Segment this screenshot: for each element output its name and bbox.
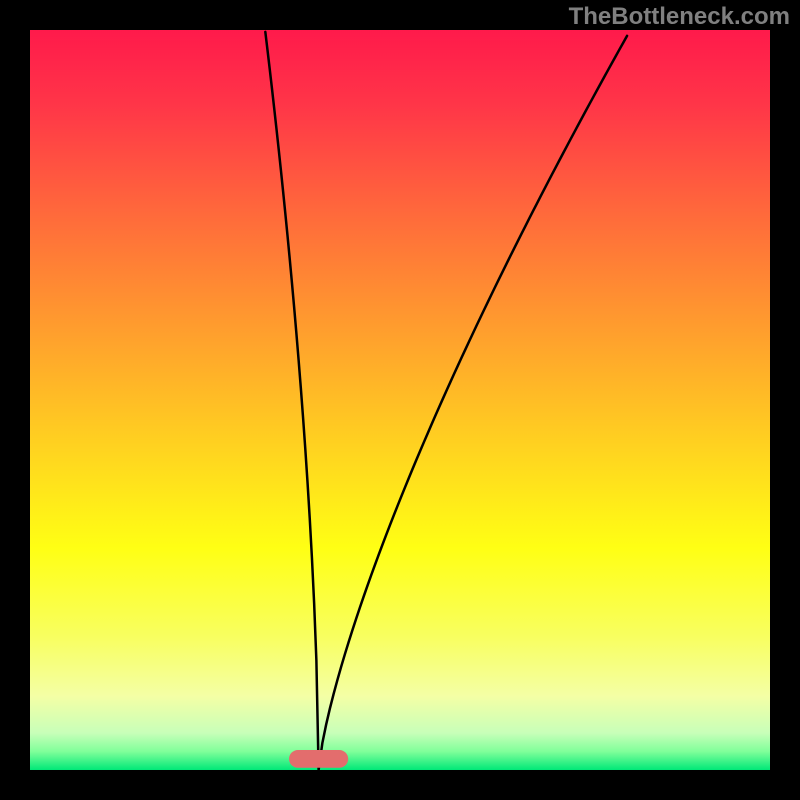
bottleneck-chart [0,0,800,800]
watermark-text: TheBottleneck.com [569,3,790,31]
chart-container: TheBottleneck.com [0,0,800,800]
